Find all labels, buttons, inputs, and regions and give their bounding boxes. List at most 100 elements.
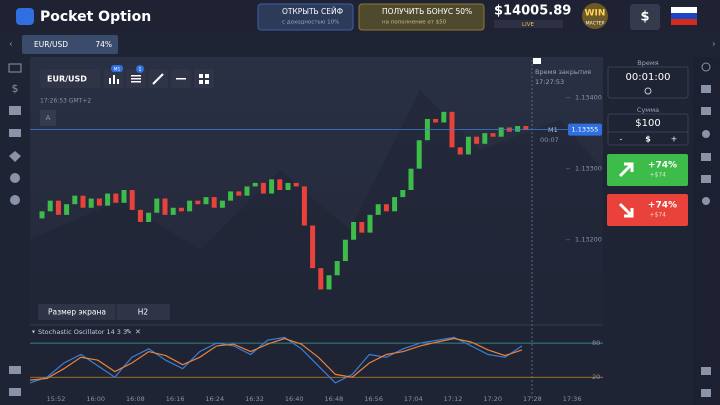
candle <box>408 168 414 190</box>
candle <box>326 275 332 290</box>
candles <box>39 111 529 290</box>
candle <box>96 198 102 206</box>
toolbar-pair: EUR/USD <box>47 75 87 84</box>
tab-arrow[interactable]: ‹ <box>9 40 13 50</box>
icon[interactable] <box>10 173 20 183</box>
candle <box>342 239 348 262</box>
icon[interactable] <box>10 195 20 205</box>
deposit-button[interactable] <box>630 4 660 30</box>
icon[interactable] <box>701 367 711 375</box>
candle <box>269 179 275 194</box>
tab-arrow[interactable]: › <box>712 40 716 50</box>
icon[interactable] <box>9 106 21 115</box>
icon[interactable] <box>701 85 711 93</box>
clock-icon[interactable] <box>644 87 652 95</box>
icon[interactable] <box>9 151 21 162</box>
timeframe-badge: M1 <box>114 67 121 73</box>
icon[interactable]: $ <box>12 82 19 95</box>
safe-subtitle: с доходностью 10% <box>282 20 339 26</box>
candle <box>260 182 266 194</box>
minus-button[interactable]: - <box>620 135 623 144</box>
oscillator-edit[interactable]: ✎ <box>126 328 132 336</box>
candle <box>203 197 209 205</box>
badge: WIN <box>585 9 606 19</box>
icon <box>205 74 209 78</box>
bonus-subtitle: на пополнение от $50 <box>382 20 447 26</box>
icon[interactable] <box>701 175 711 183</box>
candle <box>465 136 471 155</box>
icon[interactable] <box>702 130 710 138</box>
candle <box>137 209 143 222</box>
flag-red <box>671 19 697 25</box>
candle <box>105 193 111 206</box>
up-arrow <box>618 162 634 178</box>
bonus-button[interactable] <box>358 3 485 31</box>
current-price: 1.13355 <box>572 126 599 134</box>
expiry-label: Время закрытия <box>535 68 591 76</box>
tab-payout: 74% <box>95 40 112 49</box>
candle <box>55 200 61 215</box>
time-box[interactable] <box>607 66 689 99</box>
candle <box>244 186 250 196</box>
candle <box>219 200 225 208</box>
level-label: 20 <box>592 373 600 381</box>
screen-size-box[interactable] <box>38 304 170 320</box>
candle <box>113 193 119 203</box>
amount-box[interactable] <box>607 113 689 146</box>
up-percent: +74% <box>648 161 677 171</box>
candle <box>121 190 127 203</box>
icon <box>152 73 164 85</box>
layout-button[interactable] <box>194 69 214 88</box>
candle <box>64 204 70 215</box>
icon[interactable] <box>9 366 21 374</box>
candle <box>392 197 398 212</box>
price-label: 1.13300 <box>575 165 602 173</box>
oscillator-area <box>30 325 603 405</box>
price-label: 1.13400 <box>575 94 602 102</box>
candle <box>252 182 258 187</box>
candle <box>39 211 45 219</box>
down-profit: +$74 <box>650 212 667 219</box>
icon[interactable] <box>9 129 21 137</box>
icon[interactable] <box>702 197 710 205</box>
bonus-title: ПОЛУЧИТЬ БОНУС 50% <box>382 7 472 16</box>
candle <box>375 204 381 215</box>
flag[interactable] <box>671 7 697 25</box>
time-label: 17:36 <box>563 395 582 403</box>
icon[interactable] <box>701 62 711 72</box>
candle <box>154 198 160 213</box>
icon[interactable] <box>701 107 711 115</box>
candle <box>433 118 439 123</box>
icon[interactable] <box>701 389 711 397</box>
oscillator-close[interactable]: ✕ <box>135 328 141 336</box>
sell-button[interactable] <box>607 194 688 226</box>
asset-tab[interactable] <box>22 35 118 54</box>
candle <box>457 147 463 155</box>
icon[interactable] <box>9 388 21 396</box>
expiry-time: 17:27:53 <box>535 78 564 86</box>
time-label: 16:16 <box>166 395 185 403</box>
marker: A <box>46 114 51 122</box>
icon <box>117 79 119 84</box>
safe-button[interactable] <box>257 3 354 31</box>
candle <box>383 204 389 212</box>
plus-button[interactable]: + <box>671 135 678 144</box>
icon[interactable] <box>701 153 711 161</box>
currency-button[interactable]: $ <box>645 135 651 144</box>
down-percent: +74% <box>648 201 677 211</box>
oscillator-title: Stochastic Oscillator 14 3 3 <box>38 328 127 336</box>
buy-button[interactable] <box>607 154 688 186</box>
flag-white <box>671 7 697 13</box>
badge-icon[interactable] <box>582 3 608 29</box>
candle <box>80 195 86 208</box>
time-label: 17:28 <box>523 395 542 403</box>
time-label: 15:52 <box>47 395 66 403</box>
candle <box>523 126 529 130</box>
icon[interactable] <box>8 63 22 73</box>
candle <box>293 182 299 187</box>
expiry-flag <box>533 58 541 64</box>
oscillator-caret[interactable]: ▾ <box>32 329 35 336</box>
balance[interactable]: $14005.89 <box>494 4 571 19</box>
pair-select[interactable] <box>40 69 100 88</box>
